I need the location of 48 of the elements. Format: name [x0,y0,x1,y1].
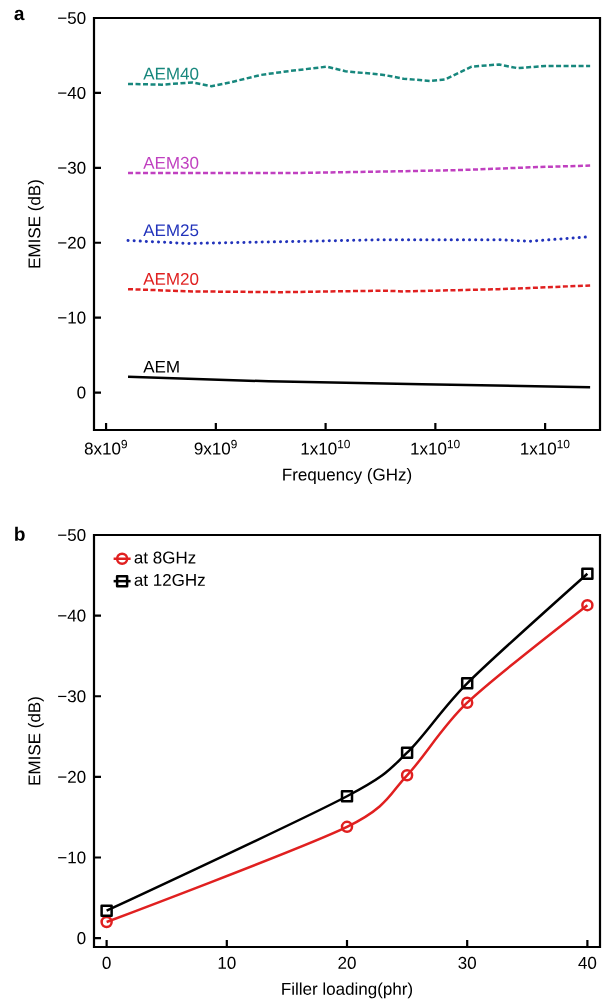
x-tick-label: 0 [102,956,111,969]
series-label: AEM25 [143,224,198,237]
point [100,915,113,929]
line-series [126,375,592,389]
x-tick-label: 10 [218,956,236,969]
y-tick-label: −20 [57,236,86,249]
point [460,696,474,709]
y-tick-label: −10 [57,851,86,864]
y-tick-label: −10 [57,311,86,324]
point [100,904,113,917]
series-label: AEM20 [143,272,199,285]
legend-label: at 8GHz [134,551,196,564]
y-tick-label: −40 [57,86,86,99]
x-tick-label: 9x10$^{9}$ [194,439,237,455]
x-tick-label: 1x10$^{10}$ [301,439,350,455]
y-tick-label: −50 [57,11,86,25]
point [400,746,414,759]
x-tick-label: 30 [458,956,476,969]
y-tick-label: −30 [57,161,86,174]
line-series [126,63,592,88]
point [580,567,594,580]
x-tick-label: 8x10$^{9}$ [84,439,127,455]
x-axis-title: Filler loading(phr) [282,982,412,999]
point [580,598,594,612]
x-tick-label: 20 [338,956,356,969]
y-axis-title: EMISE (dB) [27,697,44,785]
x-axis-title: Frequency (GHz) [282,468,411,484]
series-label: AEM30 [143,156,199,169]
series-label: AEM40 [143,67,199,80]
y-tick-label: −30 [57,690,86,703]
line-series [126,284,592,294]
point [340,789,353,803]
point [460,677,474,690]
y-tick-label: 0 [77,932,86,945]
y-tick-label: −50 [57,528,86,542]
series-label: AEM [143,360,179,373]
point [400,769,414,782]
y-tick-label: 0 [77,386,86,399]
legend-label: at 12GHz [134,573,205,586]
chart-title: a [14,9,25,21]
x-tick-label: 1x10$^{10}$ [520,439,570,455]
y-tick-label: −40 [57,609,86,622]
y-axis-title: EMISE (dB) [27,180,44,268]
chart-title: b [14,526,25,541]
y-tick-label: −20 [57,770,86,783]
x-tick-label: 1x10$^{10}$ [411,439,460,455]
point [340,820,353,834]
x-tick-label: 40 [578,956,596,969]
